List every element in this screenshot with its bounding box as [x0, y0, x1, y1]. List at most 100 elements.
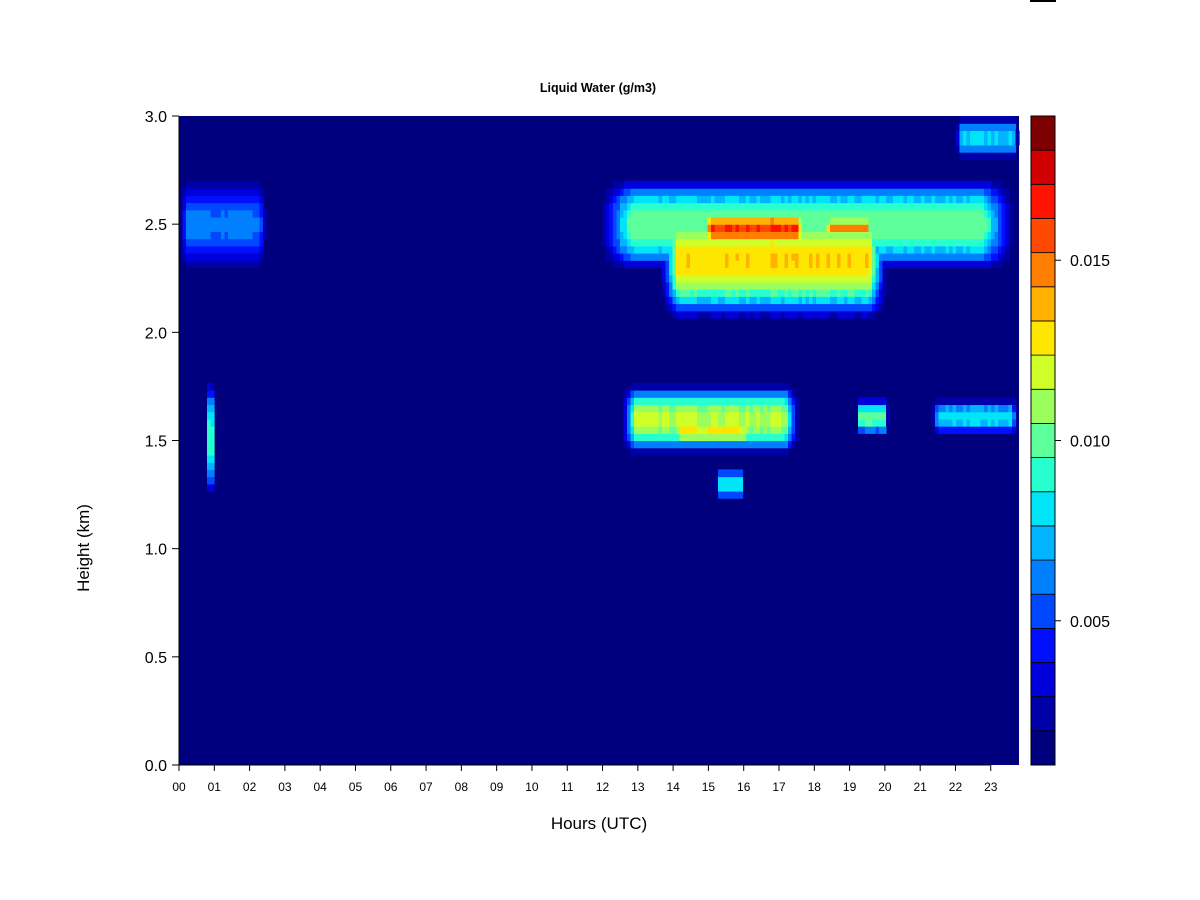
heatmap-cell — [728, 390, 733, 398]
heatmap-cell — [651, 238, 656, 247]
x-tick-label: 05 — [349, 780, 363, 794]
heatmap-cell — [630, 390, 635, 398]
heatmap-cell — [756, 411, 761, 420]
heatmap-cell — [1012, 152, 1017, 160]
heatmap-cell — [732, 260, 737, 269]
heatmap-cell — [200, 209, 205, 218]
heatmap-cell — [784, 310, 789, 319]
heatmap-cell — [263, 231, 268, 240]
heatmap-cell — [725, 260, 730, 269]
heatmap-cell — [917, 245, 922, 254]
heatmap-cell — [672, 188, 677, 196]
heatmap-cell — [1008, 144, 1013, 153]
heatmap-cell — [623, 390, 628, 398]
heatmap-cell — [935, 253, 940, 261]
heatmap-cell — [749, 224, 754, 232]
heatmap-cell — [207, 253, 212, 261]
heatmap-cell — [998, 253, 1003, 261]
heatmap-cell — [942, 216, 947, 225]
heatmap-cell — [872, 209, 877, 218]
heatmap-cell — [924, 202, 929, 211]
heatmap-cell — [847, 238, 852, 247]
heatmap-cell — [791, 195, 796, 204]
heatmap-cell — [224, 245, 229, 254]
heatmap-cell — [707, 281, 712, 290]
heatmap-cell — [739, 433, 744, 442]
heatmap-cell — [697, 195, 702, 204]
heatmap-cell — [935, 411, 940, 420]
heatmap-cell — [1008, 426, 1013, 434]
heatmap-cell — [753, 188, 758, 196]
heatmap-cell — [651, 411, 656, 420]
heatmap-cell — [711, 209, 716, 218]
heatmap-cell — [641, 238, 646, 247]
heatmap-cell — [637, 404, 642, 413]
heatmap-cell — [865, 209, 870, 218]
heatmap-cell — [742, 216, 747, 225]
heatmap-cell — [833, 303, 838, 312]
heatmap-cell — [721, 267, 726, 276]
heatmap-cell — [938, 195, 943, 204]
heatmap-cell — [637, 245, 642, 254]
heatmap-cell — [935, 238, 940, 247]
heatmap-cell — [683, 426, 688, 434]
heatmap-cell — [791, 310, 796, 319]
heatmap-cell — [858, 202, 863, 211]
heatmap-cell — [984, 144, 989, 153]
heatmap-cell — [781, 390, 786, 398]
heatmap-cell — [952, 260, 957, 269]
heatmap-cell — [662, 231, 667, 240]
heatmap-cell — [935, 426, 940, 434]
heatmap-cell — [238, 224, 243, 232]
heatmap-cell — [886, 231, 891, 240]
heatmap-cell — [959, 397, 964, 406]
heatmap-cell — [609, 216, 614, 225]
heatmap-cell — [805, 289, 810, 297]
heatmap-cell — [910, 260, 915, 269]
heatmap-cell — [823, 180, 828, 189]
heatmap-cell — [791, 411, 796, 420]
heatmap-cell — [886, 411, 891, 420]
heatmap-cell — [952, 216, 957, 225]
heatmap-cell — [1012, 144, 1017, 153]
heatmap-cell — [182, 202, 187, 211]
heatmap-cell — [662, 426, 667, 434]
heatmap-cell — [784, 267, 789, 276]
heatmap-cell — [753, 303, 758, 312]
heatmap-cell — [760, 180, 765, 189]
heatmap-cell — [760, 202, 765, 211]
heatmap-cell — [865, 267, 870, 276]
heatmap-cell — [658, 397, 663, 406]
heatmap-cell — [753, 245, 758, 254]
heatmap-cell — [718, 274, 723, 283]
heatmap-cell — [648, 231, 653, 240]
heatmap-cell — [840, 238, 845, 247]
heatmap-cell — [798, 281, 803, 290]
heatmap-cell — [683, 433, 688, 442]
heatmap-cell — [770, 382, 775, 391]
heatmap-cell — [217, 253, 222, 261]
heatmap-cell — [728, 289, 733, 297]
heatmap-cell — [966, 253, 971, 261]
heatmap-cell — [784, 418, 789, 427]
heatmap-cell — [210, 180, 215, 189]
heatmap-cell — [924, 245, 929, 254]
heatmap-cell — [998, 238, 1003, 247]
heatmap-cell — [714, 260, 719, 269]
heatmap-cell — [203, 231, 208, 240]
heatmap-cell — [977, 260, 982, 269]
heatmap-cell — [735, 202, 740, 211]
heatmap-cell — [210, 238, 215, 247]
heatmap-cell — [809, 274, 814, 283]
heatmap-cell — [749, 447, 754, 456]
heatmap-cell — [872, 411, 877, 420]
heatmap-cell — [805, 238, 810, 247]
heatmap-cell — [1005, 231, 1010, 240]
heatmap-cell — [774, 245, 779, 254]
heatmap-cell — [700, 303, 705, 312]
heatmap-cell — [718, 281, 723, 290]
heatmap-cell — [924, 216, 929, 225]
heatmap-cell — [669, 447, 674, 456]
heatmap-cell — [809, 310, 814, 319]
heatmap-cell — [952, 209, 957, 218]
